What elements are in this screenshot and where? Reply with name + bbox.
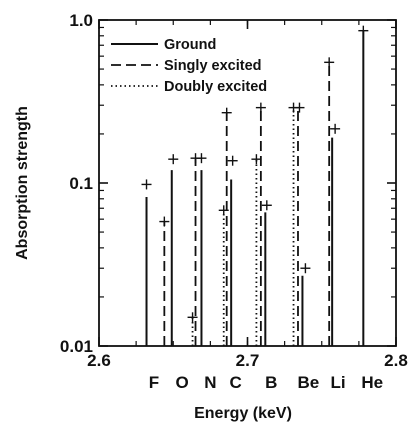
element-label: Be <box>298 373 320 392</box>
legend: Ground Singly excited Doubly excited <box>111 37 267 95</box>
element-labels: F O N C B Be Li He <box>149 373 383 392</box>
ticks-layer: 0.01 0.1 1.0 2.6 2.7 2.8 <box>60 11 408 370</box>
plus-marker <box>358 25 369 36</box>
plus-marker <box>294 102 305 113</box>
plus-marker <box>159 216 170 227</box>
y-tick-label: 1.0 <box>69 11 93 30</box>
element-label: F <box>149 373 159 392</box>
plus-marker <box>227 155 238 166</box>
y-tick-label: 0.1 <box>69 174 93 193</box>
element-label: He <box>361 373 383 392</box>
plus-marker <box>141 179 152 190</box>
plus-marker <box>251 154 262 165</box>
y-tick-label: 0.01 <box>60 337 93 356</box>
plus-marker <box>330 123 341 134</box>
x-axis-title: Energy (keV) <box>194 405 292 422</box>
plus-marker <box>221 107 232 118</box>
plus-marker <box>168 154 179 165</box>
plus-marker <box>300 263 311 274</box>
plus-marker <box>261 200 272 211</box>
x-tick-label: 2.7 <box>236 351 260 370</box>
y-axis-title: Absorption strength <box>14 106 31 260</box>
legend-label-singly-excited: Singly excited <box>164 58 262 74</box>
legend-label-doubly-excited: Doubly excited <box>164 79 267 95</box>
plus-marker <box>255 102 266 113</box>
element-label: O <box>176 373 189 392</box>
plus-marker <box>218 205 229 216</box>
plus-marker <box>187 312 198 323</box>
plus-marker <box>196 153 207 164</box>
marks-layer <box>141 25 369 346</box>
x-tick-label: 2.6 <box>87 351 111 370</box>
element-label: B <box>265 373 277 392</box>
x-tick-label: 2.8 <box>384 351 408 370</box>
element-label: Li <box>331 373 346 392</box>
plus-marker <box>324 57 335 68</box>
element-label: N <box>204 373 216 392</box>
legend-label-ground: Ground <box>164 37 216 53</box>
element-label: C <box>229 373 241 392</box>
